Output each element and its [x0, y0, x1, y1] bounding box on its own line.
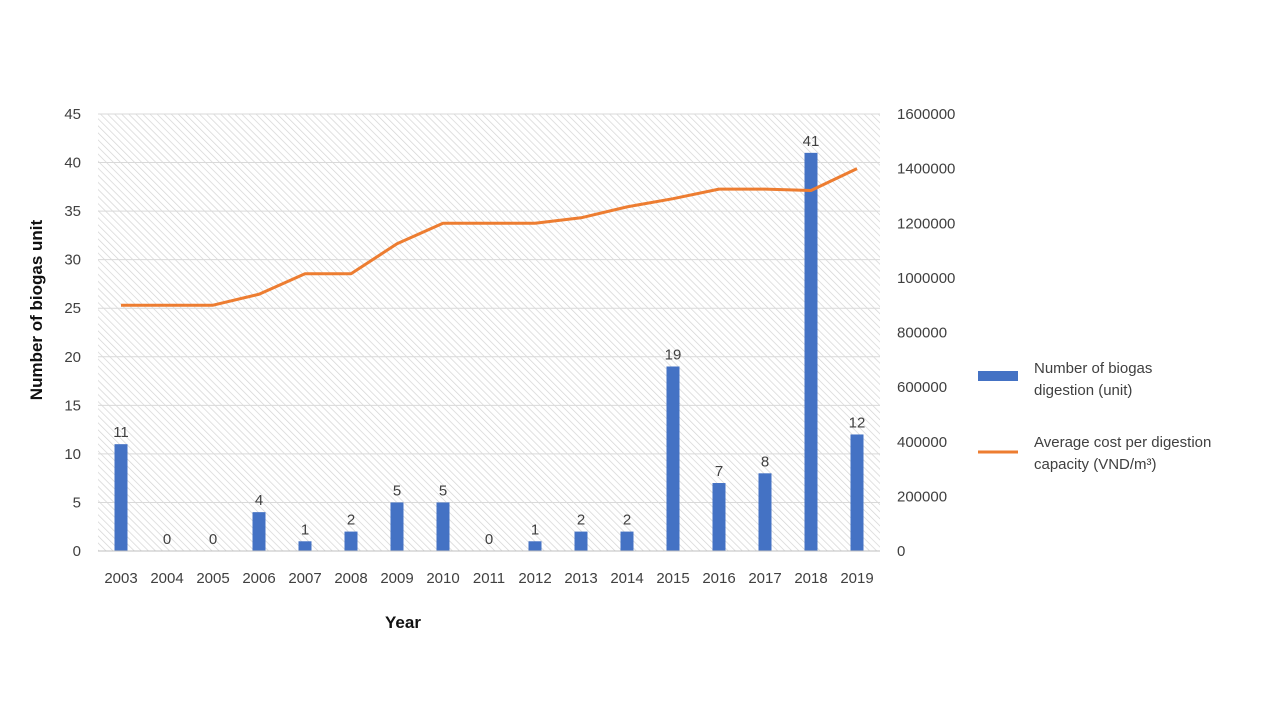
- bar: [666, 366, 680, 551]
- legend-line-label: Average cost per digestion: [1034, 434, 1211, 451]
- y2-tick-label: 400000: [897, 434, 947, 451]
- data-label: 5: [393, 482, 401, 499]
- data-label: 41: [803, 133, 820, 150]
- bar: [712, 483, 726, 551]
- bar: [528, 541, 542, 551]
- x-tick-label: 2013: [564, 570, 597, 587]
- y-tick-label: 45: [64, 106, 81, 123]
- x-tick-label: 2003: [104, 570, 137, 587]
- y-axis-right: 0 200000 400000 600000 800000 1000000 1200000 1…: [897, 106, 955, 560]
- y-tick-label: 25: [64, 300, 81, 317]
- data-label: 7: [715, 463, 723, 480]
- legend-bar-swatch: [978, 371, 1018, 381]
- bar: [758, 473, 772, 551]
- x-tick-label: 2019: [840, 570, 873, 587]
- data-label: 0: [485, 531, 493, 548]
- x-tick-label: 2006: [242, 570, 275, 587]
- plot-area: [98, 114, 880, 551]
- x-tick-label: 2014: [610, 570, 643, 587]
- legend: Number of biogas digestion (unit) Averag…: [978, 360, 1211, 473]
- data-label: 2: [577, 512, 585, 529]
- line-series: [121, 167, 858, 307]
- bar: [850, 434, 864, 551]
- y-tick-label: 40: [64, 155, 81, 172]
- y-tick-label: 20: [64, 349, 81, 366]
- x-axis-title: Year: [385, 613, 421, 632]
- data-label: 2: [347, 512, 355, 529]
- bar-series: [114, 152, 864, 551]
- data-label: 8: [761, 453, 769, 470]
- x-tick-label: 2004: [150, 570, 183, 587]
- y2-tick-label: 600000: [897, 379, 947, 396]
- bar: [620, 531, 634, 551]
- x-tick-label: 2018: [794, 570, 827, 587]
- data-label: 12: [849, 414, 866, 431]
- y2-tick-label: 1400000: [897, 161, 955, 178]
- x-tick-label: 2015: [656, 570, 689, 587]
- data-label: 19: [665, 346, 682, 363]
- y-tick-label: 5: [73, 494, 81, 511]
- legend-bar-label: digestion (unit): [1034, 382, 1132, 399]
- y-axis-left: 0 5 10 15 20 25 30 35 40 45: [64, 106, 81, 560]
- y2-tick-label: 0: [897, 543, 905, 560]
- y2-tick-label: 1200000: [897, 215, 955, 232]
- y-tick-label: 10: [64, 446, 81, 463]
- data-label: 0: [163, 531, 171, 548]
- data-label: 1: [301, 521, 309, 538]
- x-axis: 2003 2004 2005 2006 2007 2008 2009 2010 2011 2012…: [104, 570, 873, 587]
- y-tick-label: 15: [64, 397, 81, 414]
- x-tick-label: 2009: [380, 570, 413, 587]
- x-tick-label: 2010: [426, 570, 459, 587]
- y2-tick-label: 1600000: [897, 106, 955, 123]
- x-tick-label: 2007: [288, 570, 321, 587]
- bar: [574, 531, 588, 551]
- bar: [390, 502, 404, 551]
- x-tick-label: 2008: [334, 570, 367, 587]
- y2-tick-label: 1000000: [897, 270, 955, 287]
- y-axis-title: Number of biogas unit: [27, 219, 46, 400]
- data-label: 0: [209, 531, 217, 548]
- x-tick-label: 2017: [748, 570, 781, 587]
- bar: [436, 502, 450, 551]
- bar: [344, 531, 358, 551]
- y-tick-label: 0: [73, 543, 81, 560]
- bar: [114, 444, 128, 551]
- x-tick-label: 2011: [473, 570, 505, 587]
- bar: [804, 152, 818, 551]
- data-label: 4: [255, 492, 263, 509]
- data-label: 5: [439, 482, 447, 499]
- y-tick-label: 30: [64, 252, 81, 269]
- y-tick-label: 35: [64, 203, 81, 220]
- data-label: 1: [531, 521, 539, 538]
- cost-line: [121, 167, 858, 307]
- bar: [298, 541, 312, 551]
- data-label: 2: [623, 512, 631, 529]
- y2-tick-label: 200000: [897, 488, 947, 505]
- gridlines: [98, 113, 880, 503]
- x-tick-label: 2016: [702, 570, 735, 587]
- legend-bar-label: Number of biogas: [1034, 360, 1152, 377]
- bar: [252, 512, 266, 551]
- x-tick-label: 2012: [518, 570, 551, 587]
- x-tick-label: 2005: [196, 570, 229, 587]
- y2-tick-label: 800000: [897, 325, 947, 342]
- legend-line-label: capacity (VND/m³): [1034, 456, 1157, 473]
- data-label: 11: [113, 424, 129, 441]
